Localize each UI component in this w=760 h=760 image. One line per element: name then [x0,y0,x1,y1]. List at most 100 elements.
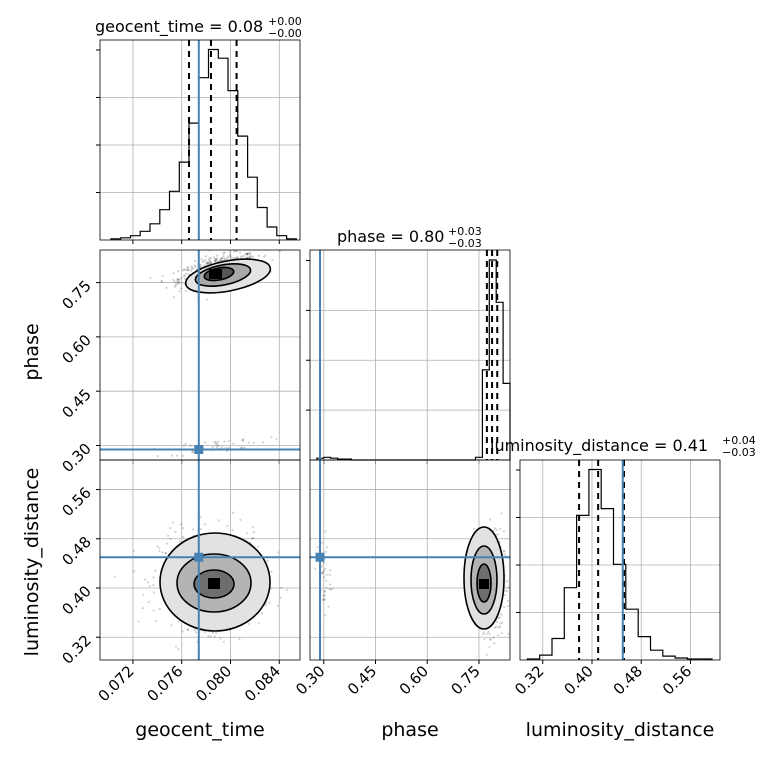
scatter-point [170,454,173,457]
scatter-point [234,250,237,252]
scatter-point [207,635,210,638]
y-tick-label: 0.75 [58,277,94,313]
density-contours [463,526,505,630]
scatter-point [156,455,159,458]
scatter-point [176,280,179,283]
scatter-point [497,616,500,619]
scatter-point [224,446,227,449]
y-tick-label: 0.30 [58,440,94,476]
scatter-point [212,256,215,259]
scatter-point [242,439,245,443]
scatter-point [226,450,229,453]
scatter-point [172,278,175,281]
scatter-point [152,591,155,594]
scatter-point [243,254,246,257]
y-tick-marks [306,260,310,411]
axes-frame [309,459,511,661]
title-geocent-time: geocent_time = 0.08 [95,17,263,37]
scatter-point [193,628,196,632]
scatter-point [486,632,489,635]
scatter-point [322,598,325,601]
x-tick-label: 0.56 [659,662,695,698]
scatter-point [257,545,260,548]
scatter-point [173,296,176,299]
truth-marker [315,552,325,562]
scatter-point [227,439,230,443]
y-tick-label: 0.60 [58,331,94,367]
scatter-point [183,277,186,280]
scatter-point [144,578,147,581]
scatter-point [158,550,161,553]
scatter-point [235,250,238,253]
scatter-point [323,590,326,593]
scatter-point [279,596,282,599]
scatter-point [211,446,214,449]
scatter-point [177,648,180,651]
y-tick-labels: 0.32 0.40 0.48 0.56 [58,484,100,668]
scatter-point [238,251,242,254]
scatter-point [180,276,183,279]
scatter-point [225,257,228,260]
grid [520,460,720,660]
x-tick-labels: 0.072 0.076 0.080 0.084 [95,660,284,705]
scatter-point [322,569,325,572]
scatter-point [209,261,212,264]
scatter-point [203,441,207,444]
scatter-point [199,527,202,531]
scatter-point [324,530,327,533]
scatter-point [187,266,190,269]
scatter-point [206,261,209,264]
scatter-point [183,275,186,278]
scatter-point [214,258,217,261]
scatter-point [240,255,243,258]
scatter-point [248,255,251,258]
scatter-point [276,604,279,607]
scatter-point [204,259,207,262]
scatter-point [211,631,214,635]
scatter-point [323,576,326,579]
scatter-point [214,443,218,446]
scatter-point [161,274,164,278]
scatter-point [240,446,243,449]
scatter-point [213,260,216,263]
scatter-point [182,535,185,539]
scatter-point [219,637,222,640]
scatter-point [209,261,212,264]
scatter-point [493,642,496,645]
scatter-point [501,621,504,624]
scatter-point [251,255,254,258]
scatter-point [285,589,289,592]
scatter-point [204,263,208,266]
truth-lines [310,460,510,660]
grid [100,40,300,244]
scatter-point [248,251,251,254]
x-tick-label: 0.32 [511,662,547,698]
scatter-point [194,631,197,634]
scatter-point [217,519,220,522]
scatter-point [246,252,249,255]
scatter-point [270,270,273,273]
title-luminosity-distance-plus: +0.04 [722,434,756,447]
scatter-point [245,532,248,535]
panel-phase-hist: phase = 0.80 +0.03 −0.03 [306,225,511,464]
scatter-point [202,259,205,262]
scatter-point [217,444,220,447]
scatter-point [252,537,255,540]
scatter-point [183,274,186,277]
scatter-point [500,613,503,616]
scatter-point [229,256,233,259]
scatter-point [186,629,189,632]
scatter-point [206,298,209,301]
scatter-point [323,590,327,593]
scatter-point [184,272,188,275]
scatter-point [222,252,225,255]
x-axis-label-geocent-time: geocent_time [135,719,264,741]
x-tick-label: 0.072 [95,662,138,705]
scatter-point [503,550,506,553]
scatter-point [500,632,504,635]
scatter-point [177,278,180,281]
scatter-point [329,588,332,591]
scatter-point [214,259,217,262]
scatter-point [271,258,274,262]
scatter-point [137,620,140,623]
